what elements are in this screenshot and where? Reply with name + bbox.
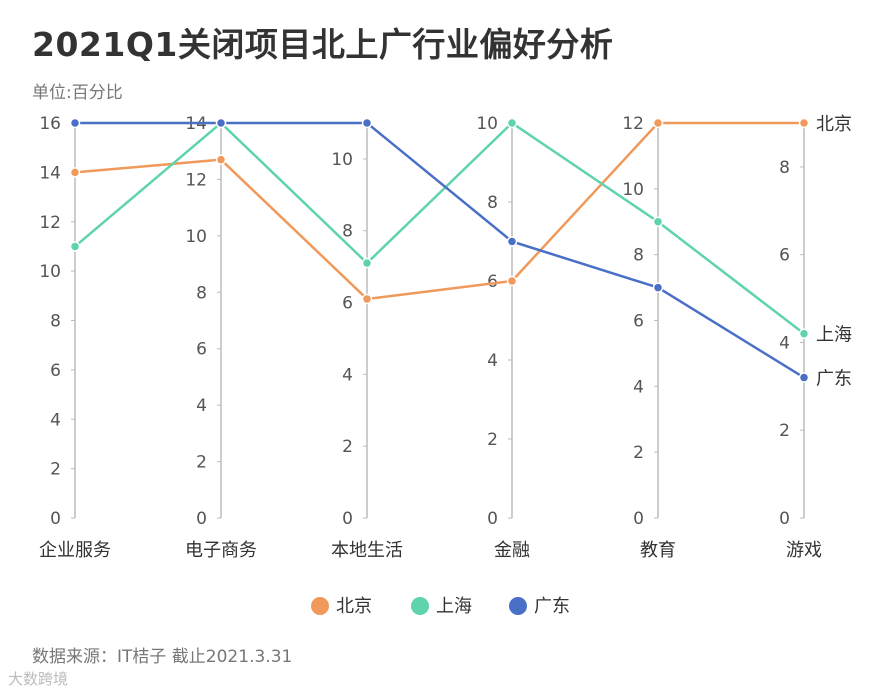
legend-label: 北京 xyxy=(336,596,372,617)
series-end-label: 北京 xyxy=(816,114,852,135)
axis-tick-label: 2 xyxy=(196,453,207,473)
data-point[interactable] xyxy=(361,117,373,129)
watermark: 大数跨境 xyxy=(8,670,69,688)
axis-tick-label: 0 xyxy=(487,509,498,529)
data-point[interactable] xyxy=(215,154,227,165)
axis-tick-label: 12 xyxy=(185,170,207,190)
series-line-1 xyxy=(74,121,805,335)
legend-item-2[interactable]: 广东 xyxy=(509,596,570,617)
axis-tick-label: 10 xyxy=(185,227,207,247)
series-line-0 xyxy=(74,121,804,301)
axis-tick-label: 8 xyxy=(50,312,61,332)
data-point[interactable] xyxy=(652,117,664,129)
axis-tick-label: 4 xyxy=(633,377,644,397)
legend-label: 上海 xyxy=(436,596,472,617)
series-line-2 xyxy=(75,121,805,379)
axis-tick-label: 0 xyxy=(196,509,207,529)
axis-tick-label: 2 xyxy=(633,443,644,463)
category-label: 金融 xyxy=(494,540,530,561)
axis-tick-label: 6 xyxy=(487,272,498,292)
data-point[interactable] xyxy=(361,257,373,269)
data-point[interactable] xyxy=(506,117,518,129)
data-point[interactable] xyxy=(798,372,810,383)
axis-tick-label: 0 xyxy=(633,509,644,529)
axis-tick-label: 6 xyxy=(633,312,644,332)
axis-tick-label: 0 xyxy=(779,509,790,529)
axis-tick-label: 4 xyxy=(487,351,498,371)
axis-tick-label: 2 xyxy=(342,437,353,457)
chart-subtitle: 单位:百分比 xyxy=(32,83,123,103)
legend-marker xyxy=(411,597,429,615)
category-label: 教育 xyxy=(640,540,676,561)
data-point[interactable] xyxy=(798,328,810,339)
legend-marker xyxy=(509,597,527,615)
axis-tick-label: 0 xyxy=(50,509,61,529)
legend-item-1[interactable]: 上海 xyxy=(411,596,472,617)
axis-tick-label: 6 xyxy=(196,340,207,360)
axis-tick-label: 10 xyxy=(39,262,61,282)
chart-title: 2021Q1关闭项目北上广行业偏好分析 xyxy=(32,25,614,64)
axis-tick-label: 8 xyxy=(633,246,644,266)
axis-tick-label: 12 xyxy=(622,114,644,134)
axis-tick-label: 14 xyxy=(39,163,61,183)
axis-tick-label: 4 xyxy=(779,333,790,353)
data-source-note: 数据来源：IT桔子 截止2021.3.31 xyxy=(32,647,293,667)
axis-tick-label: 0 xyxy=(342,509,353,529)
data-point[interactable] xyxy=(69,117,81,129)
axis-tick-label: 2 xyxy=(487,430,498,450)
axis-tick-label: 2 xyxy=(779,421,790,441)
data-point[interactable] xyxy=(506,236,518,247)
axis-tick-label: 4 xyxy=(196,396,207,416)
axis-tick-label: 8 xyxy=(779,158,790,178)
category-label: 企业服务 xyxy=(39,540,111,561)
data-point[interactable] xyxy=(69,241,81,252)
axis-tick-label: 16 xyxy=(39,114,61,134)
axis-tick-label: 6 xyxy=(779,246,790,266)
legend-item-0[interactable]: 北京 xyxy=(311,596,372,617)
axis-tick-label: 4 xyxy=(50,410,61,430)
axis-tick-label: 2 xyxy=(50,460,61,480)
data-point[interactable] xyxy=(652,282,664,293)
data-point[interactable] xyxy=(215,117,227,129)
axis-tick-label: 10 xyxy=(622,180,644,200)
axis-tick-label: 10 xyxy=(331,150,353,170)
data-point[interactable] xyxy=(652,216,664,227)
axis-tick-label: 6 xyxy=(50,361,61,381)
axis-tick-label: 8 xyxy=(487,193,498,213)
series-end-label: 上海 xyxy=(816,325,852,346)
series-end-label: 广东 xyxy=(816,369,852,390)
axis-tick-label: 6 xyxy=(342,294,353,314)
axis-tick-label: 12 xyxy=(39,213,61,233)
data-point[interactable] xyxy=(506,275,518,287)
category-label: 电子商务 xyxy=(185,540,257,561)
data-point[interactable] xyxy=(798,117,810,129)
legend-label: 广东 xyxy=(534,596,570,617)
axis-tick-label: 8 xyxy=(342,222,353,242)
axis-tick-label: 10 xyxy=(476,114,498,134)
category-label: 本地生活 xyxy=(331,540,403,561)
data-point[interactable] xyxy=(361,293,373,305)
axis-tick-label: 8 xyxy=(196,283,207,303)
axis-tick-label: 4 xyxy=(342,365,353,385)
legend-marker xyxy=(311,597,329,615)
data-point[interactable] xyxy=(69,167,81,178)
category-label: 游戏 xyxy=(786,540,822,561)
